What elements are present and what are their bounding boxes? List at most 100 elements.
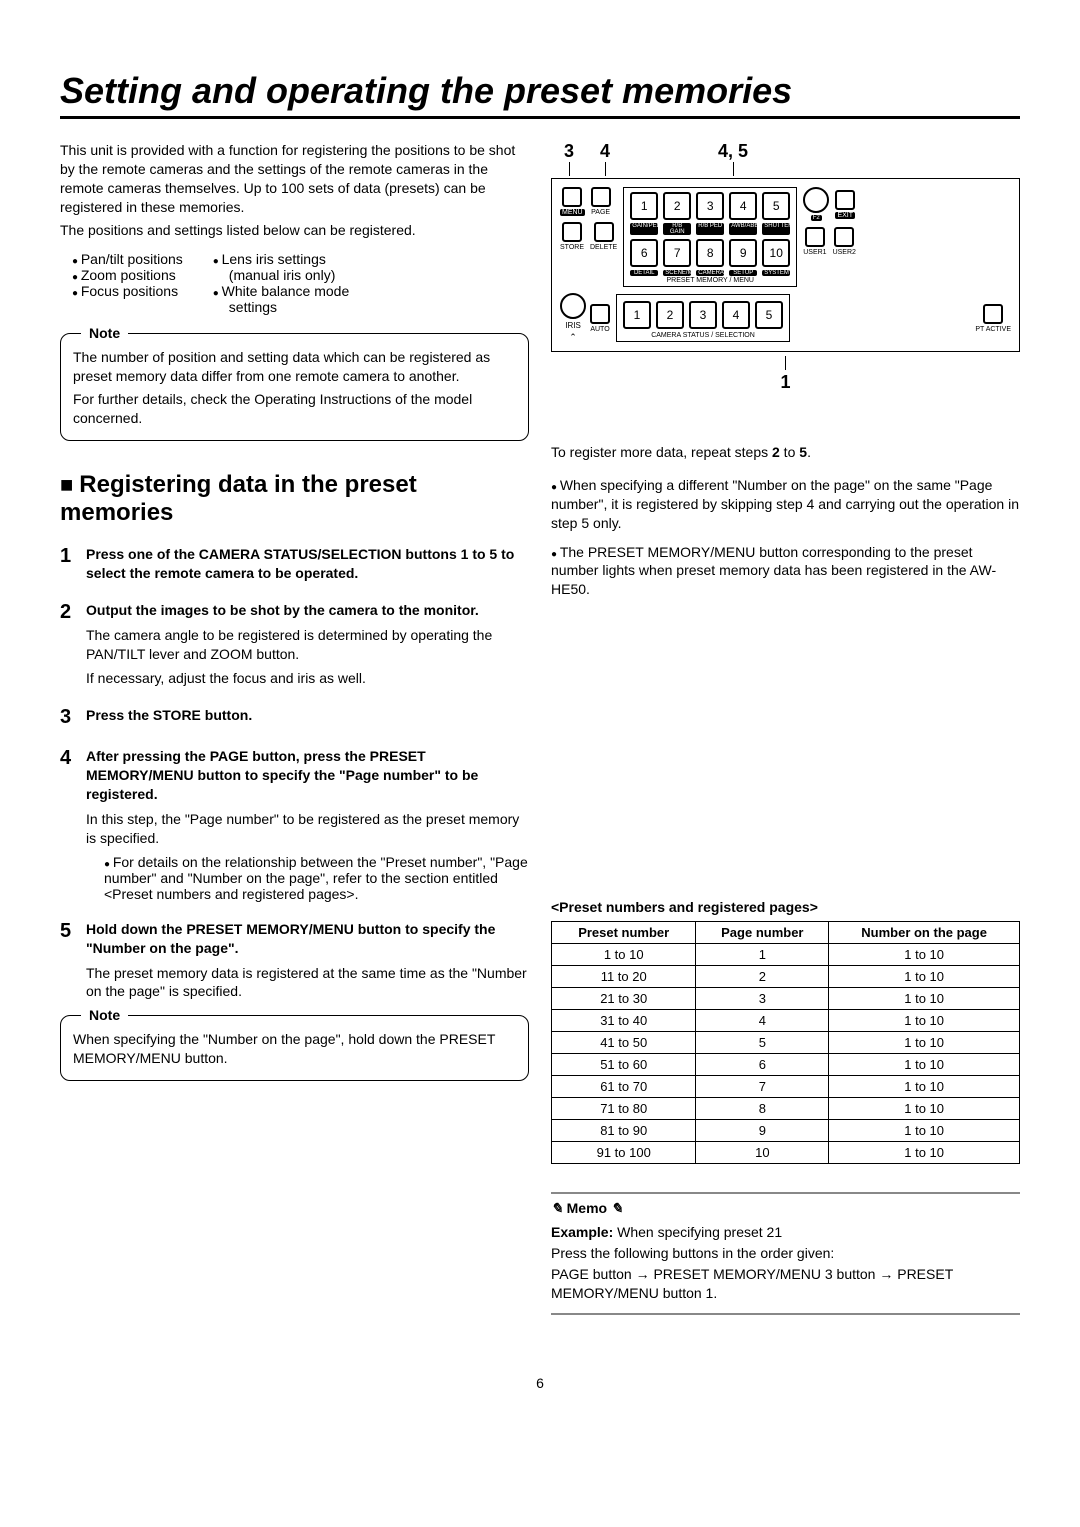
step-head: After pressing the PAGE button, press th… <box>86 747 529 804</box>
table-header: Number on the page <box>829 922 1020 944</box>
table-cell: 71 to 80 <box>552 1098 696 1120</box>
table-cell: 51 to 60 <box>552 1054 696 1076</box>
table-cell: 3 <box>696 988 829 1010</box>
preset-button[interactable]: 4 <box>729 192 757 220</box>
table-cell: 1 to 10 <box>829 1076 1020 1098</box>
pen-icon: ✎ <box>551 1200 563 1216</box>
memo-title: ✎ Memo ✎ <box>551 1200 1020 1217</box>
note-label: Note <box>81 324 128 343</box>
step-head: Press the STORE button. <box>86 706 529 725</box>
user1-button[interactable]: USER1 <box>803 227 826 256</box>
camera-select-button[interactable]: 4 <box>722 301 750 329</box>
annot-4: 4 <box>600 141 610 162</box>
step-number: 1 <box>60 545 86 583</box>
page-number: 6 <box>60 1375 1020 1391</box>
right-p1: To register more data, repeat steps 2 to… <box>551 443 1020 462</box>
step-body: The camera angle to be registered is det… <box>86 626 529 664</box>
list-item: Pan/tilt positions <box>72 251 183 267</box>
memo-block: ✎ Memo ✎ Example: When specifying preset… <box>551 1192 1020 1315</box>
camera-select-button[interactable]: 2 <box>656 301 684 329</box>
memo-p3: PAGE button → PRESET MEMORY/MENU 3 butto… <box>551 1265 1020 1303</box>
camera-select-button[interactable]: 3 <box>689 301 717 329</box>
pt-active-button[interactable]: PT ACTIVE <box>975 304 1011 333</box>
panel-annotation-bottom: 1 <box>551 356 1020 393</box>
step-5: 5 Hold down the PRESET MEMORY/MENU butto… <box>60 920 529 1002</box>
preset-button[interactable]: 3 <box>696 192 724 220</box>
delete-button[interactable]: DELETE <box>590 222 617 251</box>
table-cell: 1 <box>696 944 829 966</box>
preset-button[interactable]: 10 <box>762 239 790 267</box>
step-4: 4 After pressing the PAGE button, press … <box>60 747 529 901</box>
table-cell: 8 <box>696 1098 829 1120</box>
table-cell: 1 to 10 <box>829 1054 1020 1076</box>
note-box-2: Note When specifying the "Number on the … <box>60 1015 529 1081</box>
preset-button[interactable]: 9 <box>729 239 757 267</box>
table-header: Preset number <box>552 922 696 944</box>
preset-button[interactable]: 5 <box>762 192 790 220</box>
panel-annotation-top: 3 4 4, 5 <box>551 141 1020 178</box>
right-li2: The PRESET MEMORY/MENU button correspond… <box>551 543 1020 600</box>
step-2: 2 Output the images to be shot by the ca… <box>60 601 529 689</box>
preset-button[interactable]: 2 <box>663 192 691 220</box>
step-number: 5 <box>60 920 86 1002</box>
preset-table: Preset number Page number Number on the … <box>551 921 1020 1164</box>
table-cell: 1 to 10 <box>829 1120 1020 1142</box>
section-heading: ■Registering data in the preset memories <box>60 471 529 527</box>
table-caption: <Preset numbers and registered pages> <box>551 899 1020 915</box>
camera-select-button[interactable]: 1 <box>623 301 651 329</box>
list-item: settings <box>229 299 349 315</box>
auto-button[interactable]: AUTO <box>590 304 610 333</box>
list-item: Zoom positions <box>72 267 183 283</box>
control-panel: MENU PAGE STORE DELETE 1 2 <box>551 178 1020 352</box>
table-row: 11 to 2021 to 10 <box>552 966 1020 988</box>
right-column: 3 4 4, 5 MENU PAGE STORE <box>551 141 1020 1315</box>
table-cell: 81 to 90 <box>552 1120 696 1142</box>
table-cell: 21 to 30 <box>552 988 696 1010</box>
table-cell: 41 to 50 <box>552 1032 696 1054</box>
iris-knob[interactable]: IRIS⌃ <box>560 293 586 343</box>
table-row: 81 to 9091 to 10 <box>552 1120 1020 1142</box>
step-subitem: For details on the relationship between … <box>104 854 529 902</box>
menu-button[interactable]: MENU <box>560 187 585 216</box>
table-cell: 1 to 10 <box>829 1032 1020 1054</box>
annot-45: 4, 5 <box>718 141 748 162</box>
table-cell: 31 to 40 <box>552 1010 696 1032</box>
table-row: 71 to 8081 to 10 <box>552 1098 1020 1120</box>
right-li1: When specifying a different "Number on t… <box>551 476 1020 533</box>
table-cell: 1 to 10 <box>829 966 1020 988</box>
preset-button[interactable]: 6 <box>630 239 658 267</box>
intro-p1: This unit is provided with a function fo… <box>60 141 529 217</box>
store-button[interactable]: STORE <box>560 222 584 251</box>
preset-button[interactable]: 8 <box>696 239 724 267</box>
preset-button[interactable]: 1 <box>630 192 658 220</box>
right-text-block: To register more data, repeat steps 2 to… <box>551 443 1020 599</box>
left-column: This unit is provided with a function fo… <box>60 141 529 1315</box>
table-cell: 1 to 10 <box>552 944 696 966</box>
page-button[interactable]: PAGE <box>591 187 611 216</box>
f2-knob[interactable]: F2 <box>803 187 829 221</box>
table-row: 51 to 6061 to 10 <box>552 1054 1020 1076</box>
table-cell: 91 to 100 <box>552 1142 696 1164</box>
exit-button[interactable]: EXIT <box>835 190 855 219</box>
section-heading-text: Registering data in the preset memories <box>60 471 417 526</box>
preset-button[interactable]: 7 <box>663 239 691 267</box>
intro-p2: The positions and settings listed below … <box>60 221 529 240</box>
user2-button[interactable]: USER2 <box>833 227 856 256</box>
table-cell: 1 to 10 <box>829 1010 1020 1032</box>
step-head: Press one of the CAMERA STATUS/SELECTION… <box>86 545 529 583</box>
step-number: 3 <box>60 706 86 729</box>
note-box-1: Note The number of position and setting … <box>60 333 529 441</box>
page: Setting and operating the preset memorie… <box>0 0 1080 1527</box>
table-cell: 6 <box>696 1054 829 1076</box>
table-cell: 1 to 10 <box>829 1098 1020 1120</box>
preset-memory-block: 1 2 3 4 5 GAIN/PED R/B GAIN R/B PED AWB/… <box>623 187 797 287</box>
table-row: 1 to 1011 to 10 <box>552 944 1020 966</box>
table-cell: 61 to 70 <box>552 1076 696 1098</box>
table-cell: 10 <box>696 1142 829 1164</box>
table-row: 41 to 5051 to 10 <box>552 1032 1020 1054</box>
camera-select-button[interactable]: 5 <box>755 301 783 329</box>
table-row: 61 to 7071 to 10 <box>552 1076 1020 1098</box>
step-head: Output the images to be shot by the came… <box>86 601 529 620</box>
memo-example: Example: When specifying preset 21 <box>551 1223 1020 1242</box>
list-item: Lens iris settings <box>213 251 349 267</box>
